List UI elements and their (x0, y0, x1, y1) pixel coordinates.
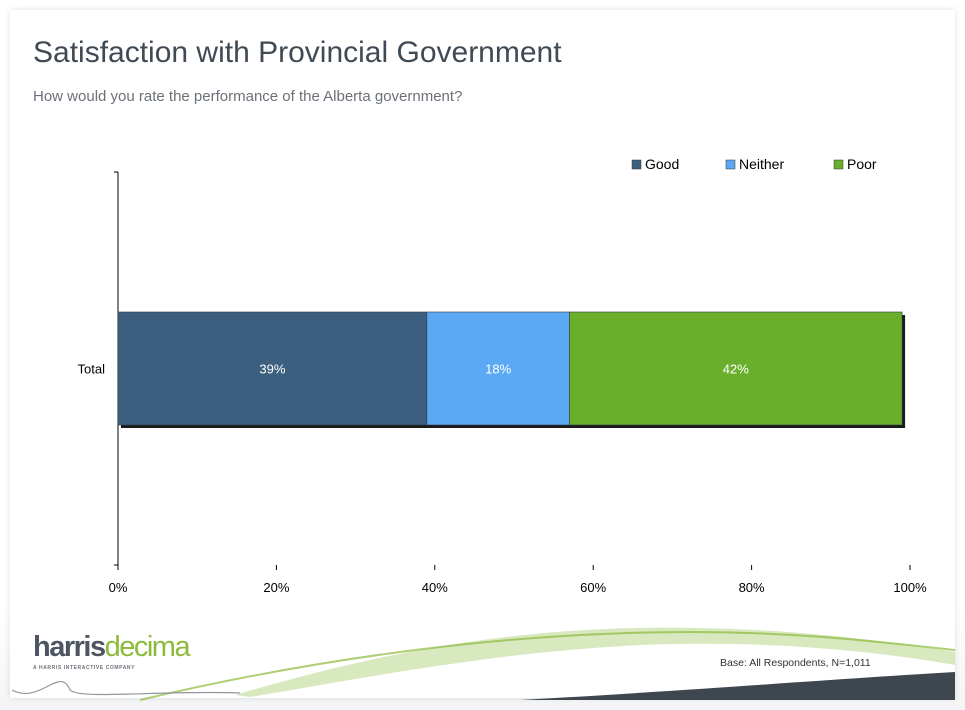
x-tick-label: 40% (422, 580, 448, 595)
bar-segment-good (117, 311, 428, 426)
legend-label-good: Good (645, 156, 679, 172)
x-tick-label: 20% (263, 580, 289, 595)
plot-group: 0% 20% 40% 60% 80% 100% Total 39% 18% 42% Good Neit… (78, 156, 928, 595)
legend-swatch-neither (725, 159, 736, 170)
x-tick-label: 100% (893, 580, 927, 595)
decorative-swoosh (11, 627, 956, 701)
chart-subtitle: How would you rate the performance of th… (33, 88, 463, 105)
chart-title: Satisfaction with Provincial Government (33, 36, 562, 69)
base-note: Base: All Respondents, N=1,011 (720, 657, 871, 669)
harris-decima-logo: harrisdecima A HARRIS INTERACTIVE COMPAN… (33, 631, 191, 671)
logo-text-harris: harris (33, 631, 106, 663)
category-label: Total (78, 362, 106, 377)
logo-text-decima: decima (104, 631, 191, 663)
legend-label-poor: Poor (847, 156, 877, 172)
legend-swatch-poor (833, 159, 844, 170)
x-tick-label: 60% (580, 580, 606, 595)
data-label-neither: 18% (485, 362, 511, 377)
data-label-poor: 42% (723, 362, 749, 377)
legend-swatch-good (631, 159, 642, 170)
bar-segment-poor (569, 311, 903, 426)
data-label-good: 39% (259, 362, 285, 377)
x-tick-label: 80% (739, 580, 765, 595)
logo-tagline: A HARRIS INTERACTIVE COMPANY (33, 665, 136, 671)
legend-label-neither: Neither (739, 156, 784, 172)
x-tick-label: 0% (109, 580, 128, 595)
